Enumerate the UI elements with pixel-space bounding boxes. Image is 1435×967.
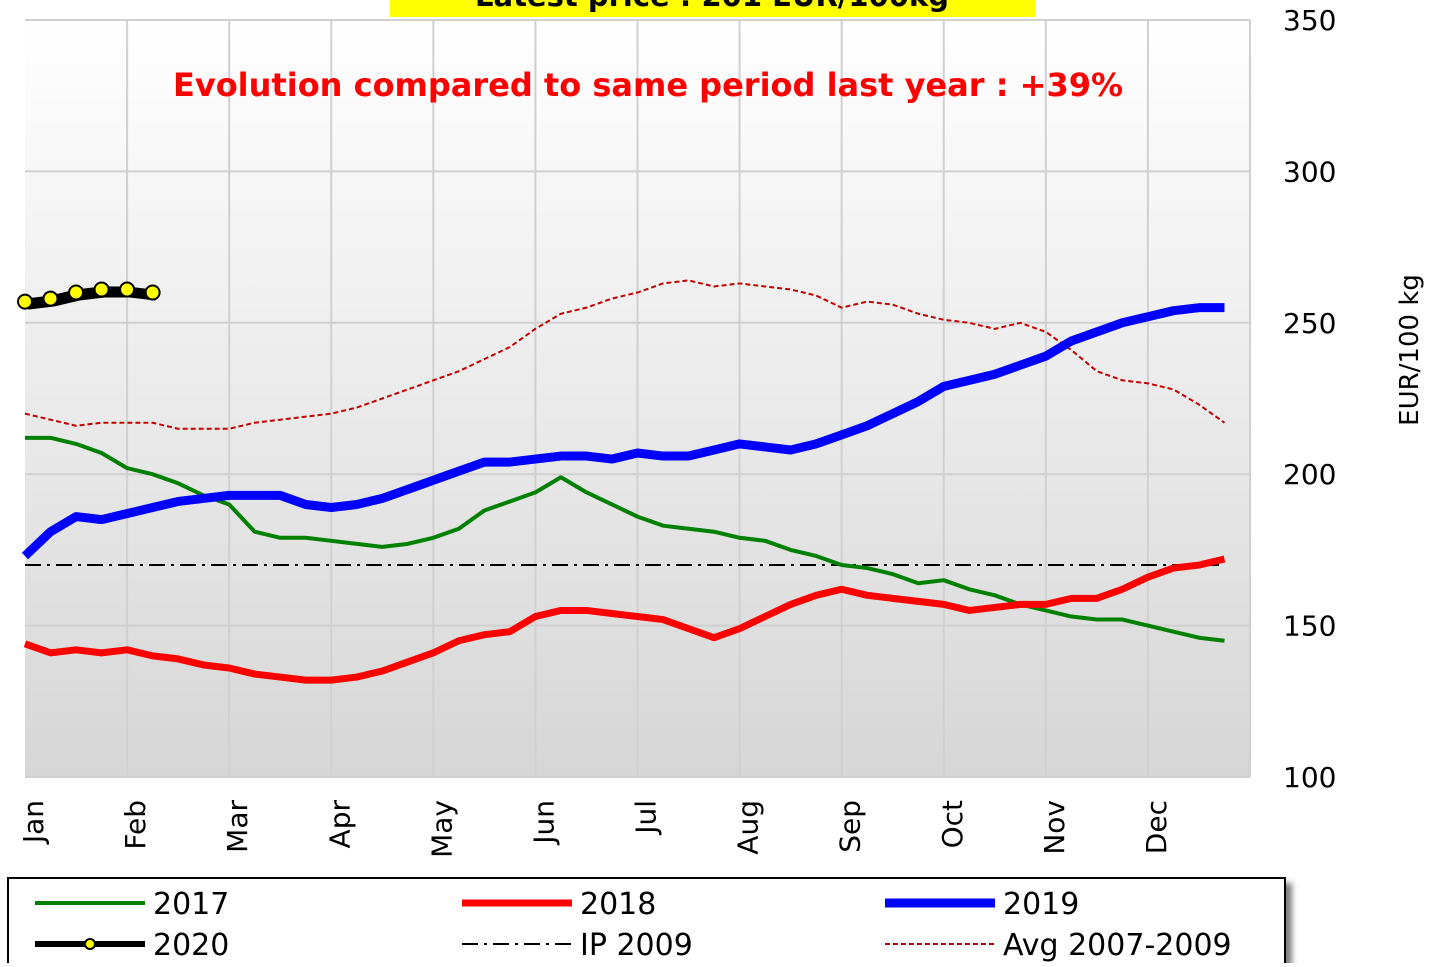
x-tick-label: Oct bbox=[936, 800, 969, 848]
annotation: Evolution compared to same period last y… bbox=[173, 66, 1123, 104]
y-tick-label: 100 bbox=[1283, 761, 1336, 794]
series-line bbox=[23, 555, 1226, 684]
x-tick-label: Dec bbox=[1140, 800, 1173, 854]
x-tick-label: Apr bbox=[323, 800, 356, 849]
x-tick-label: Jan bbox=[17, 800, 50, 845]
lines bbox=[17, 279, 1226, 684]
series-line bbox=[24, 279, 1226, 430]
y-tick-label: 300 bbox=[1283, 155, 1336, 188]
legend-label: 2019 bbox=[1003, 887, 1079, 922]
legend-label: 2018 bbox=[580, 887, 656, 922]
legend-marker bbox=[84, 938, 96, 950]
y-tick-label: 200 bbox=[1283, 458, 1336, 491]
legend-label: 2020 bbox=[153, 928, 229, 963]
legend-box bbox=[7, 877, 1286, 967]
x-tick-label: Nov bbox=[1038, 800, 1071, 855]
x-tick-label: Jun bbox=[527, 800, 560, 846]
legend-label: 2017 bbox=[153, 887, 229, 922]
marker bbox=[42, 290, 59, 307]
x-tick-label: Mar bbox=[221, 800, 254, 853]
x-tick-label: Aug bbox=[732, 800, 765, 855]
x-tick-label: Feb bbox=[119, 800, 152, 850]
y-axis-label: EUR/100 kg bbox=[1395, 274, 1425, 426]
x-tick-label: May bbox=[425, 800, 458, 858]
marker bbox=[17, 293, 33, 310]
y-tick-label: 150 bbox=[1283, 610, 1336, 643]
x-tick-label: Jul bbox=[630, 800, 663, 836]
marker bbox=[68, 284, 85, 301]
marker bbox=[119, 281, 136, 298]
y-tick-label: 350 bbox=[1283, 4, 1336, 37]
series-line bbox=[21, 303, 1225, 560]
legend-label: Avg 2007-2009 bbox=[1003, 928, 1232, 963]
x-tick-label: Sep bbox=[834, 800, 867, 853]
y-tick-label: 250 bbox=[1283, 307, 1336, 340]
legend: 2017 2018 2019 2020 IP 2009 Avg 2007-2009 bbox=[35, 887, 1232, 963]
grid bbox=[25, 19, 1251, 778]
marker bbox=[144, 284, 161, 301]
marker bbox=[93, 281, 110, 298]
legend-label: IP 2009 bbox=[580, 928, 693, 963]
title-box bbox=[390, 0, 1035, 17]
